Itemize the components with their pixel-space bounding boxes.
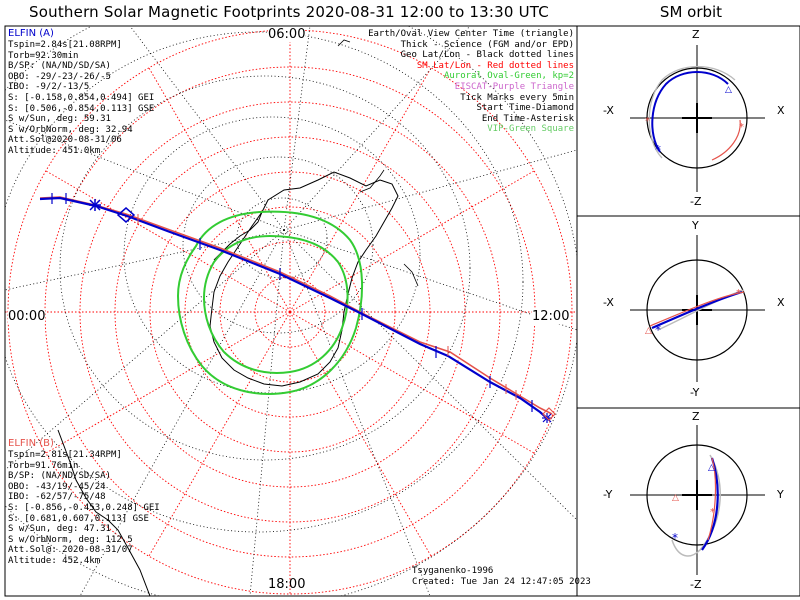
orbit-axis-label: Y xyxy=(692,219,699,232)
orbit-axis-label: Y xyxy=(777,488,784,501)
elfin-a-line: Torb=92.30min xyxy=(8,50,79,61)
elfin-b-line: Tspin=2.81s[21.34RPM] xyxy=(8,450,122,460)
legend-item: Start Time-Diamond xyxy=(476,103,574,114)
credits: Tsyganenko-1996 Created: Tue Jan 24 12:4… xyxy=(412,566,591,587)
antarctica-coastline xyxy=(209,171,399,387)
elfin-b-line: Altitude: 452.4km xyxy=(8,555,101,566)
svg-text:*: * xyxy=(710,507,715,518)
elfin-a-line: OBO: -29/-23/-26/-5 xyxy=(8,71,111,82)
legend-item: Tick Marks every 5min xyxy=(460,92,574,103)
orbit-axis-label: Z xyxy=(692,410,700,423)
orbit-axis-label: -Z xyxy=(690,195,702,208)
credits-created: Created: Tue Jan 24 12:47:05 2023 xyxy=(412,576,591,587)
svg-text:*: * xyxy=(655,143,661,157)
legend-item: EISCAT-Purple Triangle xyxy=(454,81,574,92)
legend-item: VIP-Green Square xyxy=(487,124,574,135)
elfin-b-line: S w/Sun, deg: 47.31 xyxy=(8,524,111,535)
islands-coastline xyxy=(337,39,419,287)
plot-title: Southern Solar Magnetic Footprints 2020-… xyxy=(29,3,549,21)
orbit-axis-label: -X xyxy=(603,296,614,309)
elfin-a-line: S: [0.506,-0.854,0.113] GSE xyxy=(8,103,155,114)
orbit-panel-yz: △ * * △ xyxy=(630,425,765,575)
start-time-diamond-b xyxy=(542,407,556,421)
svg-text:△: △ xyxy=(725,85,732,95)
svg-text:△: △ xyxy=(645,326,652,336)
legend-item: Auroral Oval-Green, kp=2 xyxy=(443,71,574,82)
orbit-panel-xy: * * △ xyxy=(630,235,765,382)
elfin-a-info: ELFIN (A) Tspin=2.84s[21.08RPM] Torb=92.… xyxy=(8,28,154,157)
legend: Earth/Oval View Center Time (triangle) T… xyxy=(368,29,574,135)
legend-item: Earth/Oval View Center Time (triangle) xyxy=(368,29,574,39)
geo-latitude-grid xyxy=(5,26,577,596)
elfin-a-line: S w/OrbNorm, deg: 32.94 xyxy=(8,124,133,135)
svg-text:*: * xyxy=(739,122,744,133)
elfin-b-line: IBO: -62/57/-75/48 xyxy=(8,492,106,503)
legend-item: End Time-Asterisk xyxy=(481,113,574,124)
orbit-axis-label: X xyxy=(777,104,785,117)
elfin-b-line: Att.Sol@: 2020-08-31/07 xyxy=(8,545,133,556)
elfin-a-line: S w/Sun, deg: 59.31 xyxy=(8,114,111,125)
south-america-coastline xyxy=(57,429,151,596)
credits-author: Tsyganenko-1996 xyxy=(412,566,494,576)
elfin-b-tick-marks xyxy=(137,214,517,400)
clock-label-right: 12:00 xyxy=(532,309,570,324)
clock-label-bottom: 18:00 xyxy=(268,577,306,592)
orbit-axis-label: Z xyxy=(692,28,700,41)
legend-item: Thick - Science (FGM and/or EPD) xyxy=(400,39,574,50)
orbit-axis-label: X xyxy=(777,296,785,309)
orbit-panel-frame-yz xyxy=(576,407,800,597)
legend-item: SM Lat/Lon - Red dotted lines xyxy=(416,60,574,71)
elfin-b-footprint-track xyxy=(39,196,553,415)
svg-text:△: △ xyxy=(672,493,679,503)
auroral-oval-outer xyxy=(176,210,363,395)
elfin-a-line: Att.Sol@2020-08-31/06 xyxy=(8,135,122,146)
geo-longitude-grid xyxy=(5,26,577,596)
elfin-a-name: ELFIN (A) xyxy=(8,28,54,39)
elfin-b-line: S w/OrbNorm, deg: 112.5 xyxy=(8,534,133,545)
svg-text:*: * xyxy=(672,531,678,545)
orbit-axis-label: -Y xyxy=(603,488,613,501)
orbit-axis-label: -X xyxy=(603,104,614,117)
legend-item: Geo Lat/Lon - Black dotted lines xyxy=(400,50,574,61)
clock-label-top: 06:00 xyxy=(268,27,306,42)
clock-label-left: 00:00 xyxy=(8,309,46,324)
auroral-oval-inner xyxy=(202,234,349,374)
elfin-b-line: OBO: -43/19/-45/24 xyxy=(8,481,106,492)
start-time-diamond xyxy=(116,207,136,223)
elfin-a-tick-marks xyxy=(51,193,533,412)
elfin-b-line: S: [0.681,0.607,0.113] GSE xyxy=(8,513,149,524)
elfin-b-name: ELFIN (B) xyxy=(8,438,54,449)
elfin-a-line: B/SP: (NA/ND/SD/SA) xyxy=(8,61,111,72)
elfin-a-footprint-track xyxy=(39,196,550,421)
sm-longitude-grid xyxy=(5,26,577,596)
elfin-a-line: Altitude: 451.0km xyxy=(8,145,101,156)
elfin-b-line: B/SP: (NA/ND/SD/SA) xyxy=(8,471,111,482)
elfin-a-line: IBO: -9/2/-13/5 xyxy=(8,82,90,93)
orbit-title: SM orbit xyxy=(659,3,723,21)
orbit-panel-xz: * △ * * xyxy=(630,45,765,192)
svg-text:*: * xyxy=(655,323,661,337)
elfin-a-line: S: [-0.158,0.854,0.494] GEI xyxy=(8,92,155,103)
svg-text:△: △ xyxy=(708,463,715,473)
orbit-axis-label: -Z xyxy=(690,578,702,591)
svg-text:*: * xyxy=(736,288,741,299)
end-time-asterisk-a xyxy=(89,199,101,211)
elfin-b-line: Torb=91.76min xyxy=(8,460,79,471)
elfin-a-line: Tspin=2.84s[21.08RPM] xyxy=(8,40,122,50)
orbit-panel-frame-xz xyxy=(576,25,800,217)
svg-text:*: * xyxy=(645,116,650,127)
orbit-axis-label: -Y xyxy=(690,386,700,399)
elfin-b-line: S: [-0.856,-0.453,0.248] GEI xyxy=(8,502,160,513)
elfin-b-info: ELFIN (B) Tspin=2.81s[21.34RPM] Torb=91.… xyxy=(8,438,160,567)
